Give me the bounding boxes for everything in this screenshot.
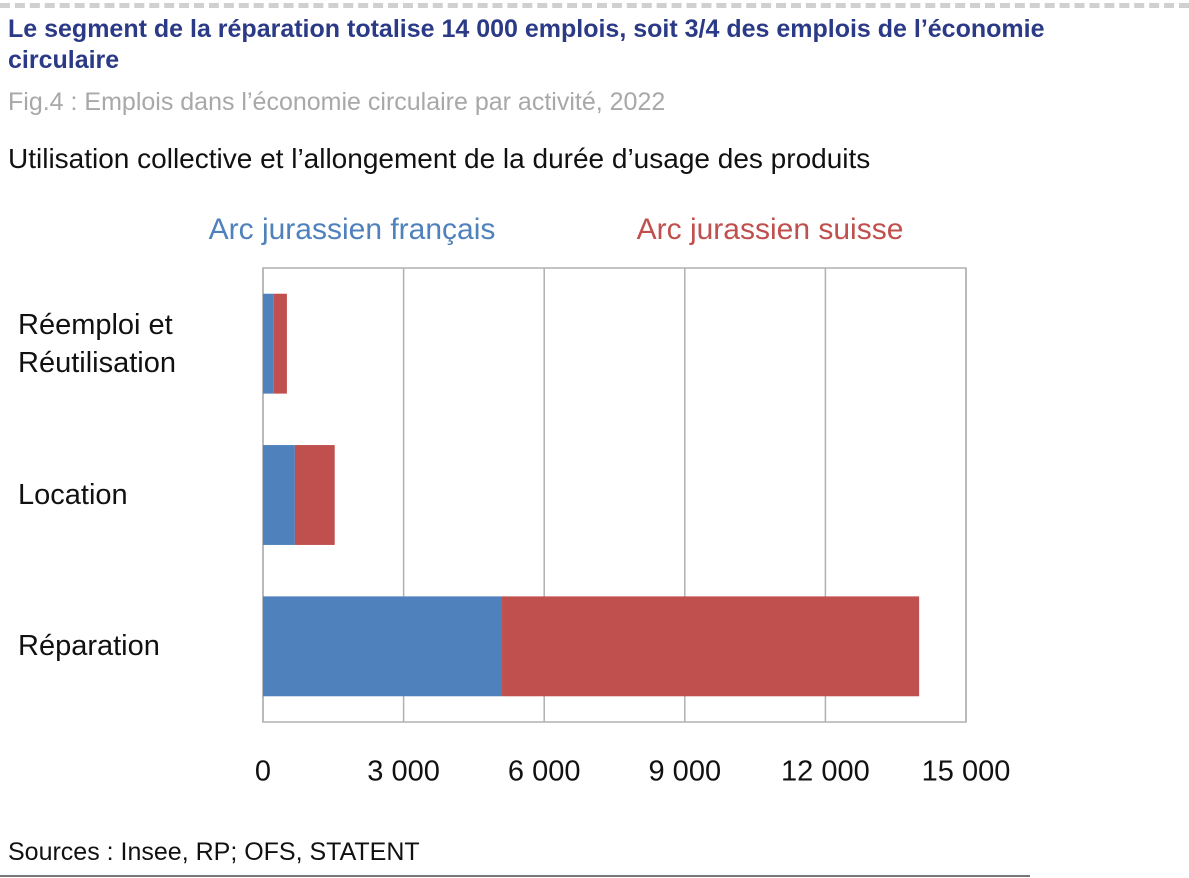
top-border [0,3,1189,8]
x-tick-label: 3 000 [367,756,440,788]
x-tick-label: 12 000 [781,756,870,788]
category-label: Réparation [18,630,160,663]
bar-segment [263,596,503,697]
x-tick-label: 15 000 [922,756,1011,788]
bar-segment [263,293,274,394]
source-rule [0,875,1030,877]
x-tick-label: 9 000 [649,756,722,788]
chart-title: Utilisation collective et l’allongement … [8,143,871,174]
category-label: Location [18,479,128,511]
title: Le segment de la réparation totalise 14 … [8,15,1045,74]
bar-segment [294,445,335,545]
bar-segment [273,293,287,394]
bar-segment [263,445,295,545]
x-tick-label: 0 [255,756,271,788]
source: Sources : Insee, RP; OFS, STATENT [8,838,420,866]
category-label: Réemploi et Réutilisation [18,308,176,379]
subtitle: Fig.4 : Emplois dans l’économie circulai… [8,88,666,116]
legend-entry: Arc jurassien français [209,213,496,246]
bar-segment [502,596,920,697]
x-tick-label: 6 000 [508,756,581,788]
legend-entry: Arc jurassien suisse [637,213,904,246]
